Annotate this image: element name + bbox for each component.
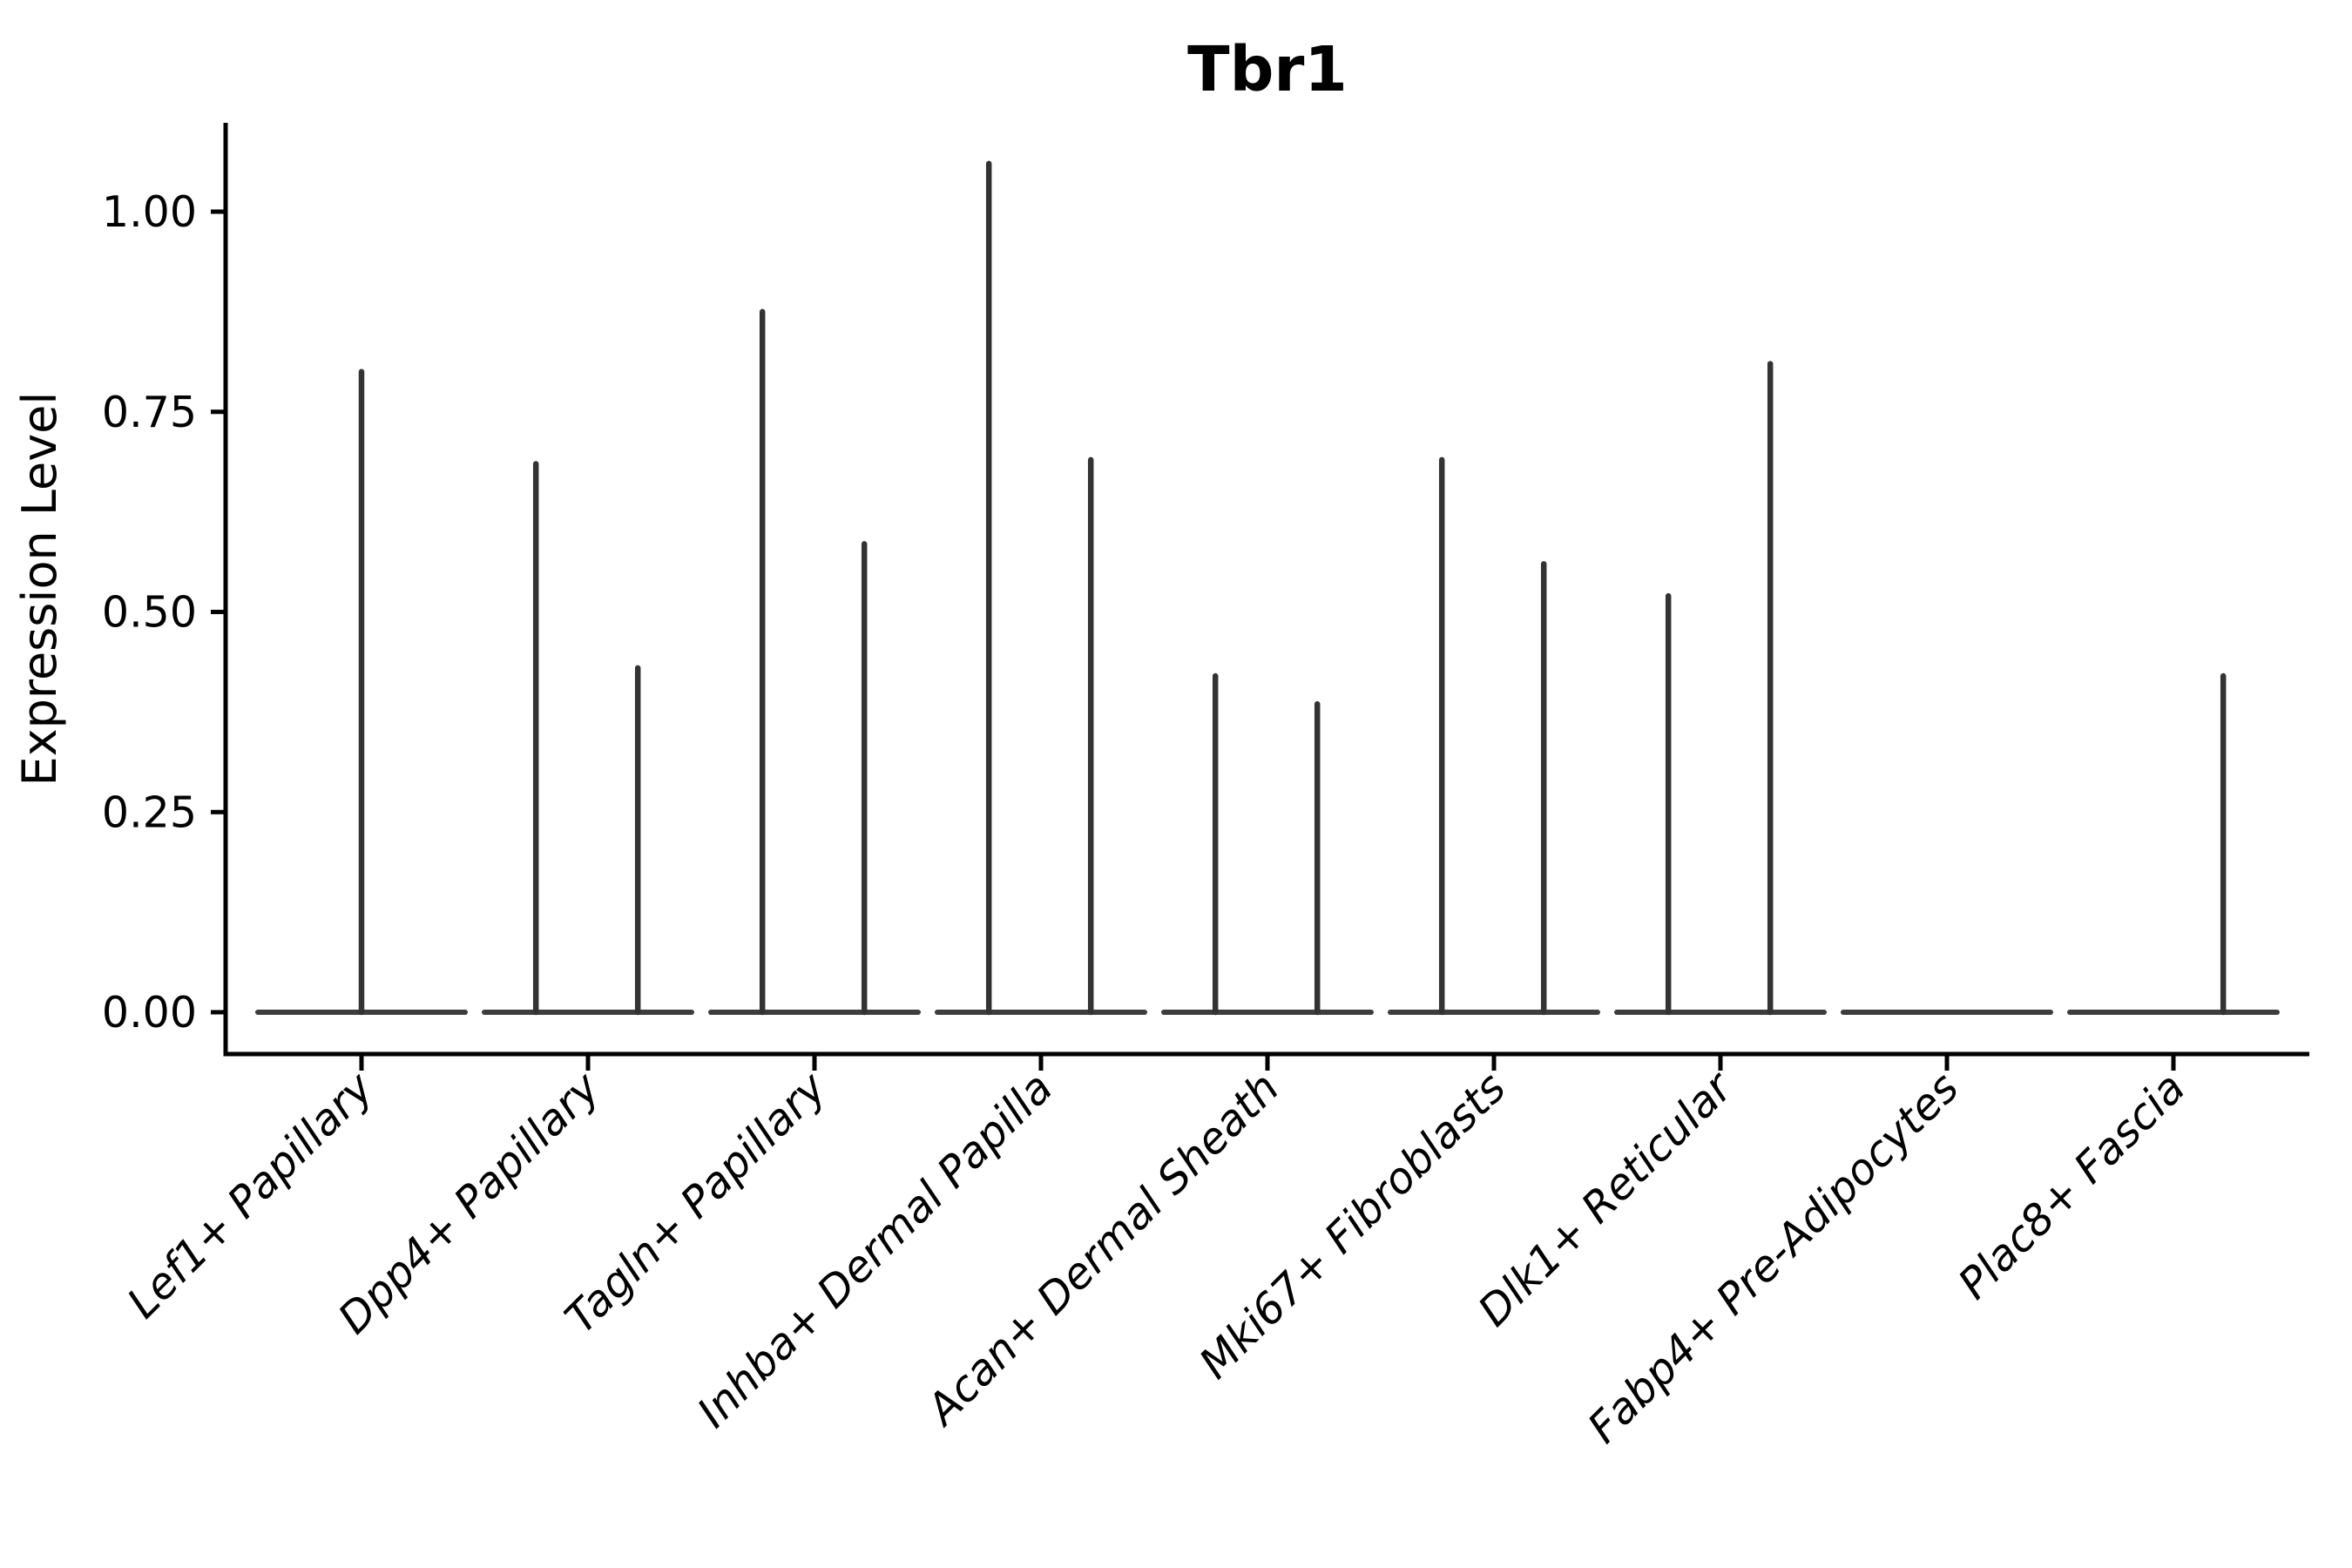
violin-group — [1388, 456, 1600, 1016]
violin-group — [2067, 672, 2280, 1016]
y-tick-label: 0.75 — [102, 388, 197, 437]
violin-group — [935, 160, 1147, 1016]
y-axis-label: Expression Level — [12, 392, 67, 787]
chart-title: Tbr1 — [1187, 33, 1348, 105]
violin-group — [482, 461, 694, 1016]
y-tick-label: 0.00 — [102, 988, 197, 1037]
violin-group — [1614, 361, 1827, 1016]
y-tick-label: 0.25 — [102, 787, 197, 837]
violin-group — [1161, 672, 1374, 1016]
violin-group — [255, 368, 468, 1016]
y-tick-label: 1.00 — [102, 187, 197, 237]
y-tick-label: 0.50 — [102, 588, 197, 638]
violin-group — [708, 308, 921, 1016]
